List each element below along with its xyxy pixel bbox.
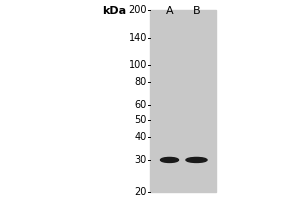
- Text: 200: 200: [128, 5, 147, 15]
- Text: 60: 60: [135, 100, 147, 110]
- Text: A: A: [166, 6, 173, 16]
- Ellipse shape: [186, 157, 207, 162]
- Text: 30: 30: [135, 155, 147, 165]
- Text: 80: 80: [135, 77, 147, 87]
- Ellipse shape: [160, 157, 178, 162]
- Text: 100: 100: [129, 60, 147, 70]
- Text: kDa: kDa: [102, 6, 126, 16]
- Text: 20: 20: [135, 187, 147, 197]
- Text: B: B: [193, 6, 200, 16]
- Bar: [150, 10, 216, 192]
- Text: 140: 140: [129, 33, 147, 43]
- Text: 50: 50: [135, 115, 147, 125]
- Text: 40: 40: [135, 132, 147, 142]
